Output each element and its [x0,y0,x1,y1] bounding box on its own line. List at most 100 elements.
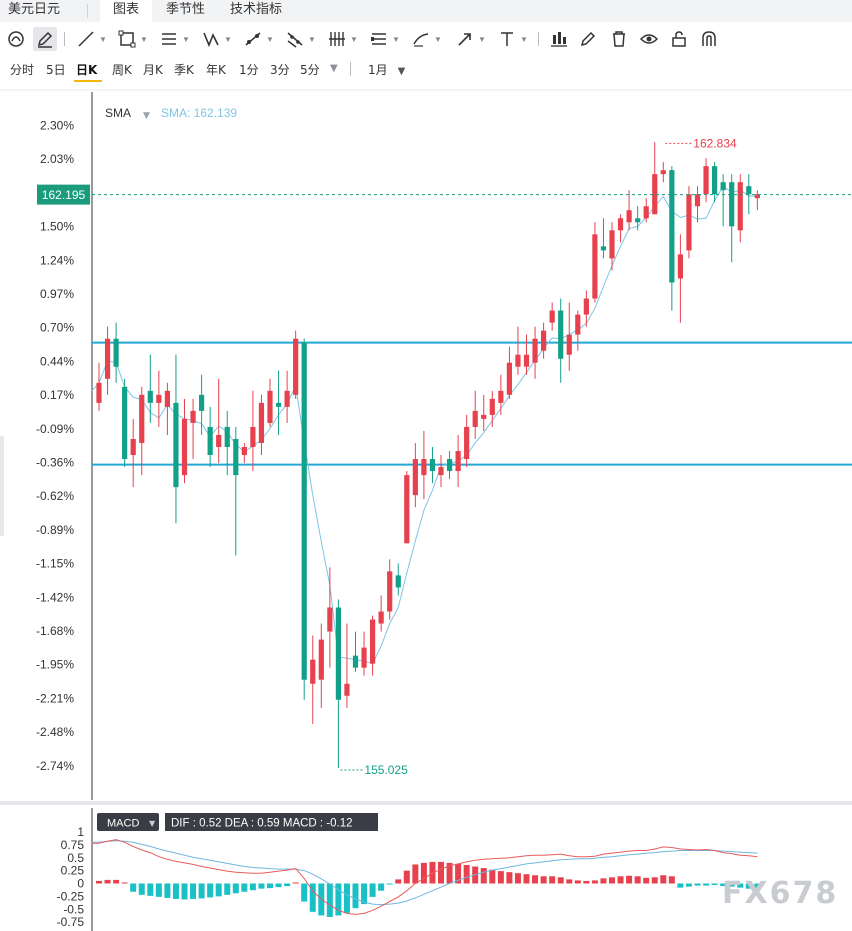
period-quarterly[interactable]: 季K [174,63,194,77]
macd-histogram-bar [309,883,316,912]
y-tick-label: -0.36% [36,456,74,470]
candle-body [712,166,718,195]
candle-body [677,254,683,279]
y-tick-label: -1.42% [36,590,74,604]
y-tick-label: 0.17% [40,388,74,402]
magnet-icon[interactable] [699,27,719,51]
period-5min[interactable]: 5分 [300,63,320,77]
candle-body [635,218,641,223]
sma-line [91,185,758,665]
macd-histogram-bar [668,876,675,884]
levels-icon[interactable]: ▼ [369,27,400,51]
macd-y-tick-label: -0.5 [63,902,84,916]
candle-body [660,170,666,175]
candlestick-icon[interactable] [549,27,569,51]
macd-histogram-bar [155,883,162,897]
rectangle-icon[interactable]: ▼ [117,27,148,51]
macd-histogram-bar [301,883,308,902]
sma-legend-chevron-icon: ▼ [143,111,150,121]
macd-dif-line [92,839,758,915]
drawing-toolbar: ▼ ▼ ▼ ▼ ▼ ▼ ▼ ▼ ▼ ▼ ▼ [0,24,852,54]
edit-icon[interactable] [578,27,598,51]
period-selector: 分时 5日 日K 周K 月K 季K 年K 1分 3分 5分 ▼ 1月 ▼ [0,56,852,82]
candle-body [438,467,444,476]
period-tick[interactable]: 分时 [10,63,35,77]
candle-body [412,459,418,496]
candle-body [626,210,632,223]
candle-body [754,194,760,199]
macd-histogram-bar [361,883,368,905]
candle-body [318,639,324,680]
top-tab-bar: 美元日元 图表 季节性 技术指标 [0,0,852,22]
cross-tool-icon[interactable]: ▼ [285,27,316,51]
macd-histogram-bar [557,877,564,884]
macd-histogram-bar [412,864,419,884]
candle-body [506,362,512,395]
macd-histogram-bar [267,883,273,889]
macd-selector-box [97,813,159,831]
candle-body [421,459,427,476]
macd-histogram-bar [121,882,128,884]
line-icon[interactable]: ▼ [76,27,107,51]
candle-body [104,338,111,379]
unlock-icon[interactable] [669,27,689,51]
y-tick-label: 2.30% [40,119,74,133]
macd-histogram-bar [523,874,530,884]
candle-body [643,206,649,219]
macd-histogram-bar [591,880,598,884]
fib-icon[interactable]: ▼ [243,27,274,51]
candle-body [532,338,538,363]
macd-y-tick-label: 0.25 [61,864,85,878]
arrow-icon[interactable]: ▼ [455,27,486,51]
brush-icon[interactable]: ▼ [411,27,442,51]
macd-histogram-bar [164,883,171,898]
macd-histogram-bar [224,883,231,895]
tab-chart[interactable]: 图表 [100,0,152,22]
candle-body [404,475,410,544]
candle-body [481,414,487,419]
candle-body [617,218,624,231]
tab-indicators[interactable]: 技术指标 [230,2,283,17]
macd-histogram-bar [566,879,573,884]
period-monthly[interactable]: 月K [143,63,163,77]
macd-histogram-bar [138,883,145,895]
candle-body [523,354,530,367]
trash-icon[interactable] [609,27,629,51]
macd-histogram-bar [104,879,111,884]
lasso-icon[interactable] [6,27,26,51]
pencil-icon[interactable] [33,27,57,51]
candle-body [216,434,222,447]
candle-body [301,342,307,680]
candle-body [566,334,572,355]
macd-histogram-bar [497,871,504,884]
candle-body [113,338,119,367]
period-daily[interactable]: 日K [76,63,98,77]
y-tick-label: -0.09% [36,422,74,436]
macd-histogram-bar [617,876,624,884]
candle-body [694,194,701,207]
parallel-lines-icon[interactable]: ▼ [159,27,190,51]
period-more-chevron-icon[interactable]: ▼ [330,63,338,74]
macd-histogram-bar [172,883,179,899]
panel-resize-handle[interactable] [0,436,4,536]
macd-histogram-bar [685,883,692,887]
eye-icon[interactable] [639,27,659,51]
text-icon[interactable]: ▼ [497,27,528,51]
pattern-icon[interactable]: ▼ [201,27,232,51]
period-weekly[interactable]: 周K [112,63,132,77]
macd-histogram-bar [207,883,214,898]
macd-y-tick-label: 0.5 [67,851,84,865]
macd-histogram-bar [549,876,556,884]
period-3min[interactable]: 3分 [270,63,290,77]
period-1min[interactable]: 1分 [239,63,259,77]
macd-histogram-bar [532,875,539,884]
macd-histogram-bar [352,883,359,909]
macd-histogram-bar [489,869,496,884]
period-yearly[interactable]: 年K [206,63,226,77]
period-5day[interactable]: 5日 [46,63,66,77]
range-selector[interactable]: 1月 ▼ [368,61,405,78]
macd-histogram-bar [113,879,120,884]
columns-icon[interactable]: ▼ [327,27,358,51]
tab-seasonality[interactable]: 季节性 [166,2,206,17]
